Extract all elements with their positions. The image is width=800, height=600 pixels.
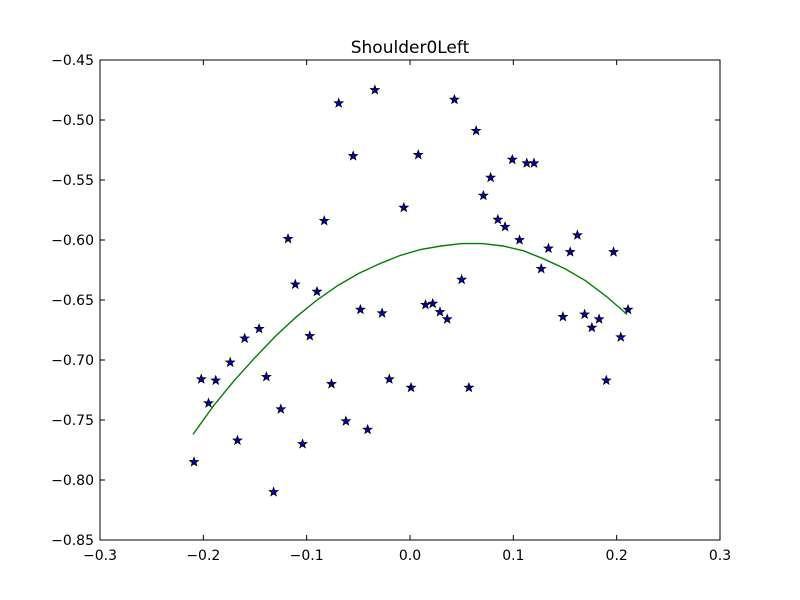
scatter-point (528, 157, 540, 168)
scatter-point (542, 242, 554, 254)
y-tick-label: −0.60 (51, 233, 94, 249)
scatter-point (427, 297, 439, 309)
scatter-point (239, 332, 251, 344)
scatter-point (231, 434, 243, 446)
y-tick-label: −0.85 (51, 533, 94, 549)
scatter-point (608, 246, 620, 257)
scatter-point (579, 308, 591, 320)
y-tick-label: −0.80 (51, 473, 94, 489)
scatter-point (506, 153, 518, 165)
scatter-point (586, 321, 598, 333)
scatter-point (297, 438, 309, 449)
scatter-point (571, 229, 583, 240)
scatter-point (499, 221, 511, 232)
y-tick-label: −0.75 (51, 413, 94, 429)
scatter-point (492, 213, 504, 225)
scatter-point (485, 171, 497, 183)
scatter-point (362, 423, 374, 435)
scatter-point (405, 381, 417, 393)
scatter-point (412, 149, 424, 160)
scatter-point (318, 215, 330, 226)
x-tick-label: −0.3 (83, 548, 117, 564)
scatter-point (615, 331, 627, 342)
scatter-point (289, 278, 301, 290)
x-tick-label: −0.2 (186, 548, 220, 564)
scatter-point (354, 303, 366, 315)
scatter-point (441, 313, 453, 324)
scatter-point (557, 311, 569, 322)
y-tick-label: −0.45 (51, 53, 94, 69)
scatter-point (333, 97, 345, 108)
scatter-point (398, 201, 410, 213)
scatter-point (188, 456, 200, 467)
x-tick-label: 0.3 (709, 548, 731, 564)
chart-title: Shoulder0Left (351, 38, 470, 58)
scatter-point (325, 378, 337, 389)
scatter-point (376, 307, 388, 318)
scatter-point (195, 373, 207, 384)
scatter-point (268, 486, 280, 497)
scatter-point (260, 371, 272, 382)
scatter-point (420, 299, 431, 310)
scatter-point (340, 415, 352, 426)
scatter-point (304, 330, 316, 341)
scatter-point (311, 285, 323, 297)
scatter-point (203, 397, 214, 408)
scatter-point (282, 233, 294, 244)
scatter-point (564, 246, 576, 257)
scatter-point (622, 303, 634, 315)
scatter-point (347, 150, 359, 161)
plot-content (188, 84, 634, 497)
y-tick-label: −0.65 (51, 293, 94, 309)
x-tick-label: −0.1 (290, 548, 324, 564)
y-tick-label: −0.50 (51, 113, 94, 129)
scatter-point (600, 374, 612, 386)
scatter-point (275, 403, 287, 414)
scatter-point (253, 323, 265, 334)
y-tick-label: −0.70 (51, 353, 94, 369)
scatter-point (448, 93, 460, 105)
scatter-point (535, 263, 547, 274)
scatter-point (470, 125, 482, 136)
scatter-point (477, 189, 489, 201)
scatter-point (210, 374, 222, 386)
scatter-point (369, 84, 381, 95)
y-tick-label: −0.55 (51, 173, 94, 189)
scatter-point (224, 356, 236, 368)
x-tick-label: 0.2 (606, 548, 628, 564)
axes-layer: −0.3 −0.2 −0.1 0.0 0.1 0.2 0.3 −0.45 −0.50 −0.55 −… (51, 53, 731, 564)
scatter-point (383, 373, 395, 384)
scatter-point (434, 306, 446, 317)
scatter-point (514, 234, 526, 245)
scatter-point (456, 273, 468, 285)
fit-curve-line (192, 242, 628, 435)
scatter-point (463, 381, 475, 393)
x-tick-label: 0.1 (502, 548, 524, 564)
scatter-point (593, 313, 605, 324)
x-tick-label: 0.0 (399, 548, 421, 564)
